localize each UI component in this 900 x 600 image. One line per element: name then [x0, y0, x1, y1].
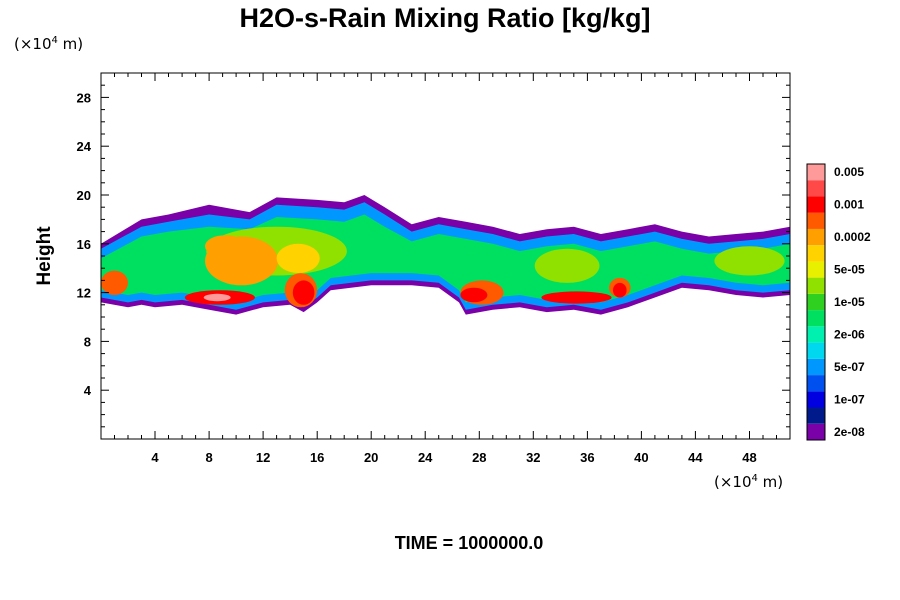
x-tick-label: 12	[256, 450, 270, 465]
colorbar-swatch	[807, 261, 825, 278]
field-blob-4	[205, 235, 246, 258]
y-tick-label: 20	[77, 188, 91, 203]
x-unit-label: (×104 m)	[714, 473, 783, 491]
field-blob-12	[460, 287, 488, 303]
colorbar-label: 0.001	[834, 198, 864, 212]
x-tick-label: 28	[472, 450, 486, 465]
x-tick-label: 16	[310, 450, 324, 465]
colorbar-swatch	[807, 358, 825, 376]
colorbar-swatch	[807, 196, 825, 213]
field-blob-1	[534, 248, 600, 283]
x-tick-label: 48	[742, 450, 756, 465]
colorbar: 2e-08 1e-07 5e-07 2e-06 1e-05 5e-05 0.0002 0.00…	[806, 163, 871, 441]
x-axis: 4 8 12 16 20 24 28 32 36 40 44 48	[114, 73, 777, 465]
colorbar-frame	[806, 163, 826, 441]
colorbar-swatch	[807, 245, 825, 262]
y-tick-label: 12	[77, 286, 91, 301]
y-tick-label: 24	[77, 139, 92, 154]
colorbar-swatch	[807, 375, 825, 392]
colorbar-swatch	[807, 391, 825, 408]
y-unit-label: (×104 m)	[14, 35, 83, 53]
colorbar-swatch	[807, 310, 825, 327]
colorbar-label: 1e-05	[834, 295, 865, 309]
colorbar-swatch	[807, 293, 825, 311]
mixing-ratio-field	[101, 195, 790, 315]
y-tick-label: 4	[84, 383, 92, 398]
x-tick-label: 44	[688, 450, 703, 465]
colorbar-swatch	[807, 326, 825, 343]
colorbar-swatch	[807, 407, 825, 424]
colorbar-swatch	[807, 277, 825, 294]
y-axis-title: Height	[34, 226, 55, 286]
field-blob-14	[613, 282, 627, 298]
y-tick-label: 8	[84, 334, 91, 349]
field-blob-15	[203, 293, 231, 302]
time-label: TIME = 1000000.0	[395, 533, 544, 553]
colorbar-swatch	[807, 212, 825, 229]
field-blob-13	[541, 291, 612, 304]
field-blob-5	[276, 243, 320, 273]
colorbar-swatch	[807, 180, 825, 197]
field-blob-2	[714, 246, 785, 276]
colorbar-label: 2e-08	[834, 425, 865, 439]
chart-title: H2O-s-Rain Mixing Ratio [kg/kg]	[239, 3, 650, 33]
x-tick-label: 8	[205, 450, 212, 465]
colorbar-label: 0.005	[834, 165, 864, 179]
field-blob-11	[292, 280, 315, 305]
colorbar-swatch	[807, 164, 825, 181]
colorbar-label: 0.0002	[834, 230, 871, 244]
x-tick-label: 32	[526, 450, 540, 465]
x-tick-label: 20	[364, 450, 378, 465]
y-axis: 4 8 12 16 20 24 28	[77, 84, 790, 428]
colorbar-label: 5e-07	[834, 360, 865, 374]
x-tick-label: 40	[634, 450, 648, 465]
x-tick-label: 36	[580, 450, 594, 465]
y-tick-label: 16	[77, 237, 91, 252]
field-blob-6	[101, 270, 128, 295]
colorbar-label: 5e-05	[834, 263, 865, 277]
colorbar-swatch	[807, 423, 825, 441]
colorbar-swatch	[807, 228, 825, 246]
colorbar-label: 2e-06	[834, 328, 865, 342]
colorbar-label: 1e-07	[834, 392, 865, 406]
x-tick-label: 24	[418, 450, 433, 465]
x-tick-label: 4	[151, 450, 159, 465]
colorbar-swatch	[807, 342, 825, 359]
y-tick-label: 28	[77, 90, 91, 105]
